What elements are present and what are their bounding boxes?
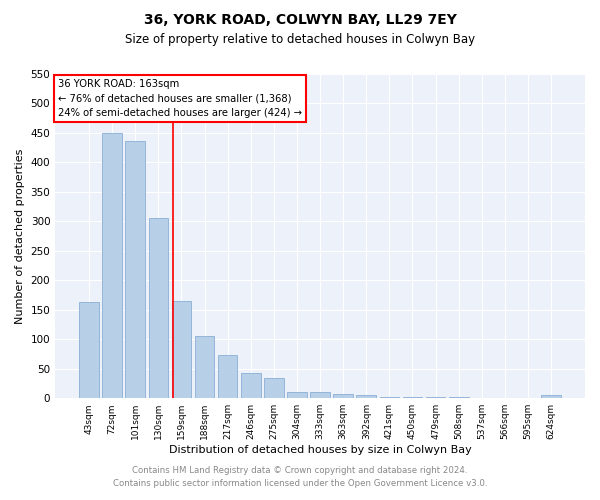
- Bar: [334, 394, 353, 398]
- Bar: [264, 378, 284, 398]
- Bar: [541, 396, 561, 398]
- Bar: [172, 301, 191, 398]
- Bar: [241, 373, 260, 398]
- Bar: [426, 397, 445, 398]
- Bar: [449, 397, 469, 398]
- Y-axis label: Number of detached properties: Number of detached properties: [15, 148, 25, 324]
- Bar: [79, 302, 99, 398]
- Bar: [356, 396, 376, 398]
- Bar: [125, 141, 145, 398]
- Bar: [195, 336, 214, 398]
- X-axis label: Distribution of detached houses by size in Colwyn Bay: Distribution of detached houses by size …: [169, 445, 472, 455]
- Text: Size of property relative to detached houses in Colwyn Bay: Size of property relative to detached ho…: [125, 32, 475, 46]
- Bar: [403, 397, 422, 398]
- Text: 36, YORK ROAD, COLWYN BAY, LL29 7EY: 36, YORK ROAD, COLWYN BAY, LL29 7EY: [143, 12, 457, 26]
- Bar: [103, 133, 122, 398]
- Text: Contains HM Land Registry data © Crown copyright and database right 2024.
Contai: Contains HM Land Registry data © Crown c…: [113, 466, 487, 487]
- Bar: [218, 354, 238, 398]
- Bar: [287, 392, 307, 398]
- Bar: [380, 397, 399, 398]
- Bar: [149, 218, 168, 398]
- Bar: [310, 392, 330, 398]
- Text: 36 YORK ROAD: 163sqm
← 76% of detached houses are smaller (1,368)
24% of semi-de: 36 YORK ROAD: 163sqm ← 76% of detached h…: [58, 79, 302, 118]
